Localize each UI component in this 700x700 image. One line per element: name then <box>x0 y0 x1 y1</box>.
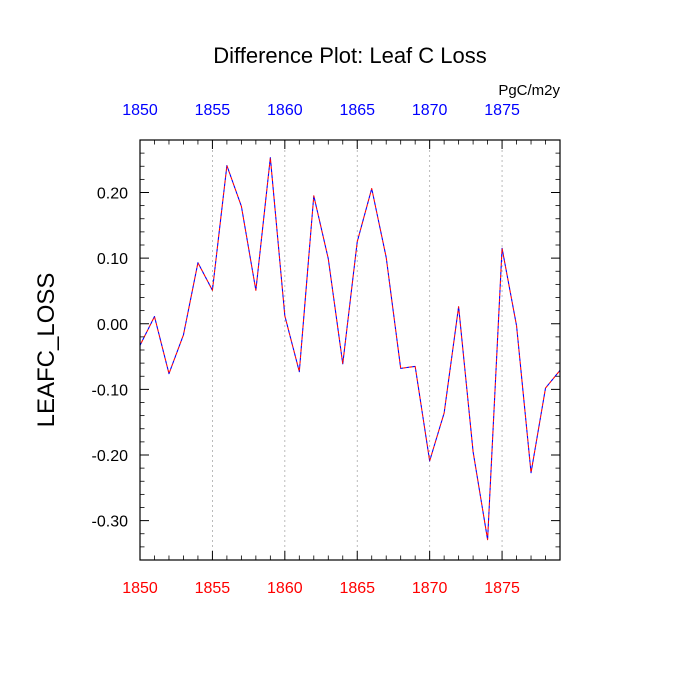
x-tick-label-top-1875: 1875 <box>484 102 520 119</box>
units-label: PgC/m2y <box>498 82 560 99</box>
x-tick-label-bottom-1870: 1870 <box>412 580 448 597</box>
series-line-series_a <box>139 157 561 541</box>
series-layer <box>139 157 561 541</box>
x-tick-label-top-1860: 1860 <box>267 102 303 119</box>
labels-layer: 1850 1850 1855 1855 1860 1860 1865 1865 1870 1870… <box>92 102 520 597</box>
y-tick-label-3: -0.10 <box>92 382 129 399</box>
ticks-layer <box>139 139 561 561</box>
x-tick-label-top-1850: 1850 <box>122 102 158 119</box>
y-tick-label-5: -0.30 <box>92 514 129 531</box>
x-tick-label-bottom-1860: 1860 <box>267 580 303 597</box>
x-tick-label-bottom-1875: 1875 <box>484 580 520 597</box>
x-tick-label-bottom-1865: 1865 <box>339 580 375 597</box>
x-tick-label-top-1865: 1865 <box>339 102 375 119</box>
gridlines <box>139 140 503 560</box>
x-tick-label-bottom-1855: 1855 <box>195 580 231 597</box>
y-axis-label: LEAFC_LOSS <box>33 273 60 428</box>
plot-frame <box>139 139 561 561</box>
x-tick-label-bottom-1850: 1850 <box>122 580 158 597</box>
x-tick-label-top-1870: 1870 <box>412 102 448 119</box>
y-tick-label-4: -0.20 <box>92 448 129 465</box>
y-tick-label-2: 0.00 <box>97 317 128 334</box>
y-tick-label-0: 0.20 <box>97 186 128 203</box>
y-tick-label-1: 0.10 <box>97 251 128 268</box>
series-line-series_b <box>139 157 561 541</box>
x-tick-label-top-1855: 1855 <box>195 102 231 119</box>
chart-title: Difference Plot: Leaf C Loss <box>213 43 487 68</box>
